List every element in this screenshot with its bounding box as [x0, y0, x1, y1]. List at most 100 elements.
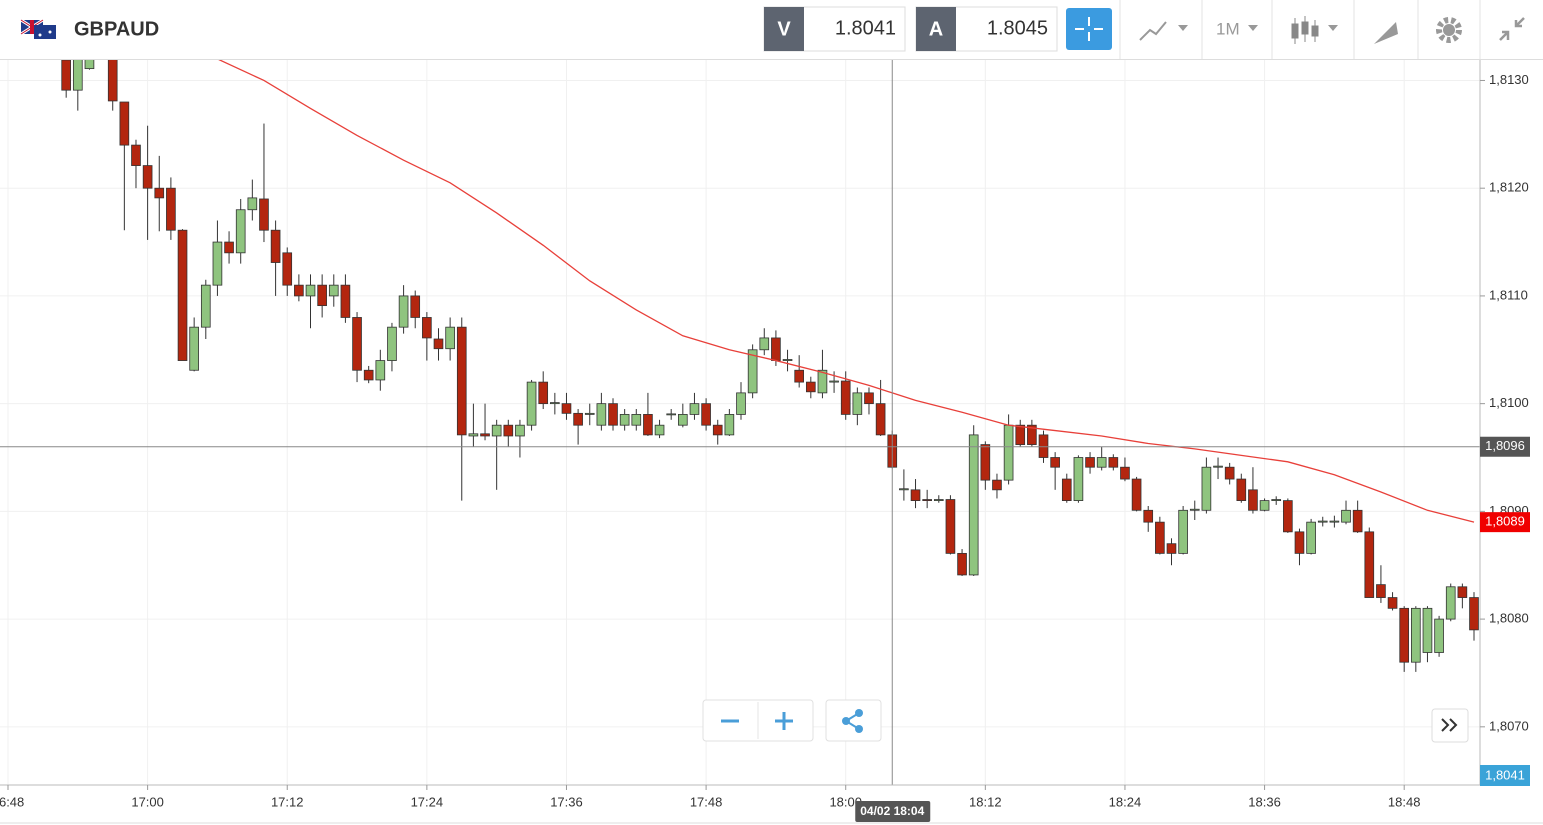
candle [1457, 583, 1468, 609]
candle-body [992, 479, 1002, 491]
dropdown-arrow [1248, 25, 1258, 31]
candle-body [736, 392, 746, 415]
candle-body [398, 295, 409, 328]
candle-body [759, 337, 770, 351]
candle [782, 349, 793, 372]
candle-body [1469, 597, 1479, 631]
candle [1306, 518, 1316, 555]
candle-body [899, 488, 909, 491]
candle-body [724, 414, 735, 436]
candle-body [1027, 424, 1037, 445]
candle-body [294, 284, 304, 297]
candle-body [61, 60, 71, 91]
candle [247, 179, 258, 221]
y-tick-label: 1,8100 [1489, 395, 1529, 410]
dropdown-arrow [1178, 25, 1188, 31]
candle [317, 274, 327, 318]
candle-body [1038, 434, 1049, 458]
draw-icon[interactable] [1374, 22, 1398, 44]
candle-body [445, 326, 455, 350]
candle [805, 376, 816, 399]
candle-body [712, 424, 723, 436]
candle-body [1166, 543, 1177, 554]
crosshair-time-tag [855, 801, 931, 822]
collapse-icon[interactable] [1499, 17, 1525, 41]
candle [131, 139, 141, 189]
candle [363, 365, 374, 384]
candle [794, 355, 804, 388]
candle-body [1155, 521, 1165, 554]
candle [829, 371, 839, 393]
candle [107, 60, 118, 111]
x-tick-label: 18:48 [1388, 794, 1421, 809]
candle-body [503, 424, 514, 437]
candle-body [1387, 597, 1398, 609]
candle [1224, 462, 1235, 485]
share-button[interactable] [825, 699, 882, 742]
candle [422, 312, 432, 361]
candle [1376, 565, 1386, 603]
candle [643, 392, 653, 436]
candle-body [1201, 466, 1212, 511]
candle [410, 290, 421, 329]
x-tick-label: 17:36 [550, 794, 583, 809]
candle-body [864, 392, 874, 405]
candle [189, 317, 199, 372]
candle-body [1050, 457, 1060, 468]
scroll-right-button[interactable] [1431, 708, 1469, 743]
candle-body [1306, 521, 1316, 554]
candle-body [771, 337, 781, 361]
ma-price-tag [1480, 512, 1530, 533]
candle-body [352, 317, 362, 371]
plot-area [0, 60, 1480, 785]
candle-body [1422, 607, 1433, 653]
candle [166, 177, 176, 240]
candle [957, 549, 967, 577]
zoom-in-button[interactable] [775, 712, 793, 730]
candle [736, 382, 746, 420]
candle [1096, 446, 1107, 471]
candle [119, 101, 130, 231]
x-tick-label: 18:00 [829, 794, 862, 809]
candle-body [422, 317, 432, 339]
crosshair-button[interactable] [1066, 8, 1112, 50]
candle-body [596, 403, 607, 426]
candle [1352, 500, 1363, 533]
candle [631, 409, 642, 431]
candle-body [643, 414, 653, 436]
candle [1131, 476, 1142, 512]
candle [584, 403, 595, 426]
candle [852, 387, 863, 426]
candle-body [1224, 466, 1235, 480]
candle-body [1399, 607, 1410, 663]
candle [910, 479, 921, 509]
candle [1143, 505, 1154, 532]
y-tick-label: 1,8130 [1489, 72, 1529, 87]
ma-price-label: 1,8089 [1485, 514, 1525, 529]
candle [689, 392, 700, 420]
settings-icon[interactable] [1436, 17, 1462, 43]
candle-body [1445, 586, 1456, 620]
candle-body [1364, 531, 1375, 598]
candle [712, 419, 723, 445]
timeframe[interactable]: 1M [1216, 19, 1240, 38]
candle-body [166, 187, 176, 231]
candle [526, 379, 537, 431]
candle [305, 274, 316, 329]
candle-body [666, 413, 677, 416]
candle [177, 229, 188, 361]
candle-body [1073, 457, 1084, 502]
candle-icon[interactable] [1291, 16, 1319, 44]
candle-body [1329, 520, 1340, 523]
candle [1236, 473, 1247, 503]
chart-type-icon[interactable] [1139, 21, 1167, 41]
candle [200, 279, 211, 340]
candle [1061, 473, 1072, 503]
x-tick-label: 17:12 [271, 794, 304, 809]
candle [1411, 606, 1421, 672]
candle [1015, 419, 1026, 447]
candle-body [200, 284, 211, 328]
candle-body [410, 295, 421, 318]
candle-body [224, 241, 234, 254]
